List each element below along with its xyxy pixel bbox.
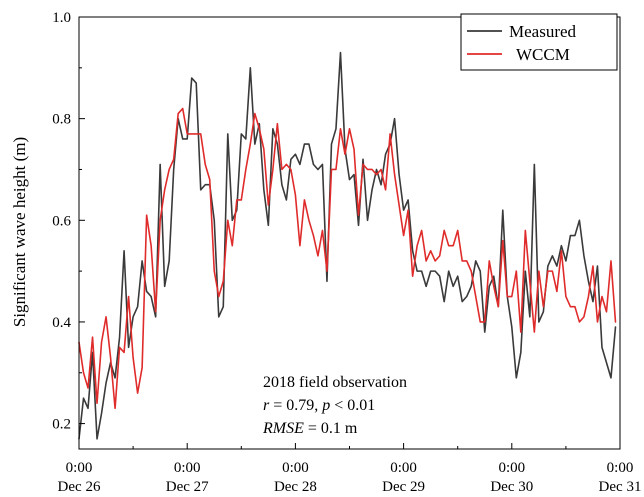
series-line-wccm	[78, 107, 617, 410]
y-tick-label: 0.6	[52, 213, 71, 229]
annotation-line-1: 2018 field observation	[263, 374, 407, 391]
rmse-symbol: RMSE	[262, 420, 304, 437]
p-value: < 0.01	[330, 397, 375, 414]
legend-label-wccm: WCCM	[516, 45, 570, 64]
p-symbol: p	[321, 397, 330, 414]
y-axis-title: Significant wave height (m)	[10, 137, 29, 327]
x-tick-time-label: 0:00	[66, 460, 93, 476]
r-symbol: r	[263, 397, 270, 414]
y-tick-label: 0.4	[52, 315, 71, 331]
x-tick-date-label: Dec 26	[58, 479, 101, 495]
x-tick-time-label: 0:00	[174, 460, 201, 476]
y-axis: 0.2 0.4 0.6 0.8 1.0	[52, 10, 85, 433]
annotation: 2018 field observation r = 0.79, p < 0.0…	[262, 374, 407, 437]
y-tick-label: 0.8	[52, 112, 71, 128]
x-tick-date-label: Dec 27	[166, 479, 209, 495]
r-value: = 0.79,	[269, 397, 322, 414]
x-tick-date-label: Dec 30	[490, 479, 533, 495]
x-tick-date-label: Dec 29	[382, 479, 425, 495]
series-line-measured	[78, 51, 617, 440]
annotation-line-3: RMSE = 0.1 m	[262, 420, 358, 437]
x-tick-time-label: 0:00	[282, 460, 309, 476]
x-tick-date-label: Dec 28	[274, 479, 317, 495]
legend-box	[460, 13, 618, 71]
y-tick-label: 0.2	[52, 417, 71, 433]
x-tick-time-label: 0:00	[607, 460, 634, 476]
x-tick-date-label: Dec 31	[599, 479, 642, 495]
x-tick-time-label: 0:00	[498, 460, 525, 476]
rmse-value: = 0.1 m	[304, 420, 358, 437]
y-tick-label: 1.0	[52, 10, 71, 26]
legend: Measured WCCM	[460, 13, 618, 71]
legend-label-measured: Measured	[509, 22, 577, 41]
series-layer	[78, 51, 617, 440]
y-axis-label: Significant wave height (m)	[10, 137, 29, 327]
annotation-line-2: r = 0.79, p < 0.01	[263, 397, 375, 414]
x-axis: 0:00 Dec 26 0:00 Dec 27 0:00 Dec 28 0:00 Dec 29…	[58, 443, 642, 495]
x-tick-time-label: 0:00	[390, 460, 417, 476]
